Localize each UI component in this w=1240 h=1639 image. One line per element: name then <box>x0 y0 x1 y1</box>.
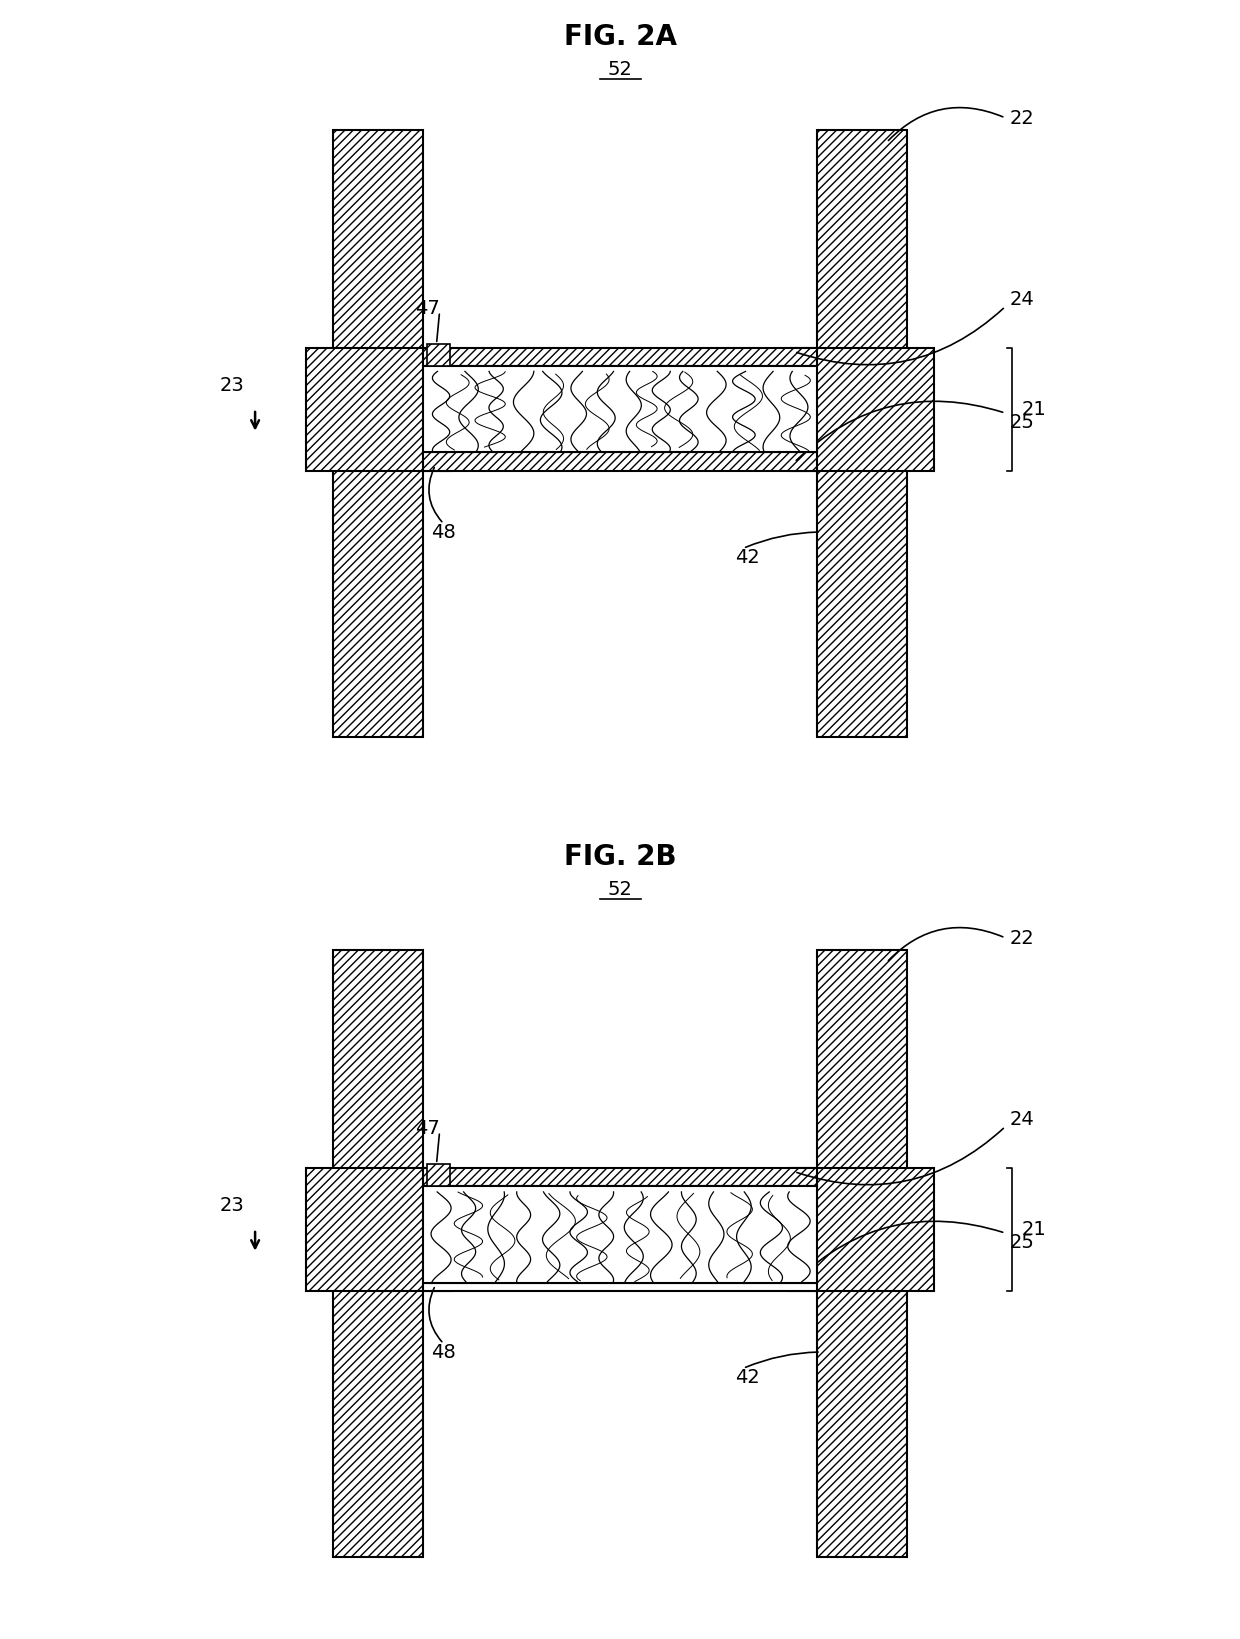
Text: FIG. 2B: FIG. 2B <box>564 842 676 870</box>
Bar <box>423 365 817 452</box>
Text: 25: 25 <box>1009 1233 1034 1251</box>
Bar <box>428 1164 450 1185</box>
Text: 47: 47 <box>415 1118 440 1137</box>
Text: 23: 23 <box>219 1195 244 1214</box>
Text: 42: 42 <box>735 1367 760 1387</box>
Text: 52: 52 <box>608 880 632 898</box>
Bar <box>423 1283 817 1292</box>
Bar <box>334 951 423 1557</box>
Text: 47: 47 <box>415 298 440 318</box>
Bar <box>423 365 817 452</box>
Bar <box>817 951 906 1557</box>
Bar <box>428 344 450 365</box>
Bar <box>306 1167 450 1292</box>
Text: 42: 42 <box>735 547 760 567</box>
Bar <box>423 1185 817 1283</box>
Bar <box>423 452 817 470</box>
Text: FIG. 2A: FIG. 2A <box>563 23 677 51</box>
Text: 24: 24 <box>1009 1110 1034 1128</box>
Text: 22: 22 <box>1009 929 1034 947</box>
Text: 21: 21 <box>1022 400 1047 420</box>
Bar <box>423 347 817 365</box>
Bar <box>334 131 423 738</box>
Text: 23: 23 <box>219 375 244 395</box>
Bar <box>423 1185 817 1283</box>
Text: 21: 21 <box>1022 1219 1047 1239</box>
Bar <box>817 131 906 738</box>
Text: 25: 25 <box>1009 413 1034 431</box>
Text: 48: 48 <box>432 1342 456 1362</box>
Bar <box>423 1167 817 1185</box>
Bar <box>306 347 450 470</box>
Text: 24: 24 <box>1009 290 1034 308</box>
Text: 22: 22 <box>1009 110 1034 128</box>
Bar <box>790 347 934 470</box>
Bar <box>790 1167 934 1292</box>
Text: 52: 52 <box>608 61 632 79</box>
Text: 48: 48 <box>432 523 456 543</box>
